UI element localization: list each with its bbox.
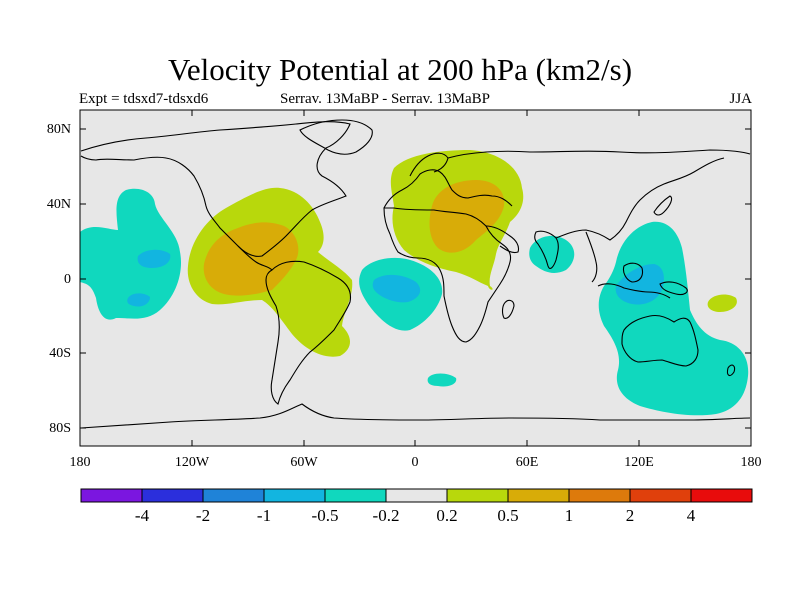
contour-positive-americas-core [203,222,299,296]
coastline-east-asia [555,157,725,241]
colorbar-label: 2 [625,506,635,525]
contour-negative-pacific-core [137,249,171,268]
contour-positive-south-pacific [707,294,737,312]
colorbar-label: 4 [686,506,696,525]
map-field [80,119,751,429]
coastline-borneo [622,262,644,283]
coastline-new-guinea [659,281,688,296]
colorbar-swatch [568,488,631,503]
coastline-africa [383,207,512,343]
colorbar-label: 1 [564,506,574,525]
x-tick-label: 120E [624,455,654,470]
colorbar-swatch [263,488,326,503]
coastline-antarctica [80,403,751,429]
colorbar-swatch [507,488,570,503]
x-tick-label: 0 [411,455,419,470]
experiment-label: Expt = tdsxd7-tdsxd6 [79,91,209,107]
axis-ticks [80,110,751,446]
colorbar-swatch [141,488,204,503]
colorbar [80,488,753,503]
period-label: Serrav. 13MaBP - Serrav. 13MaBP [280,91,490,107]
colorbar-label: -2 [195,506,211,525]
coastline-indochina [585,231,598,283]
y-tick-label: 40S [49,346,71,361]
coastline-south-america [265,260,352,405]
colorbar-swatch [690,488,753,503]
coastline-indonesia [597,283,671,299]
y-tick-label: 40N [46,197,71,212]
coastline-madagascar [501,299,515,319]
coastline-india [534,230,559,269]
colorbar-swatch [629,488,692,503]
coastline-greenland [299,119,373,155]
colorbar-label: -4 [134,506,150,525]
colorbar-label: -0.5 [311,506,339,525]
coastline-japan [653,195,673,216]
coastline-australia [621,314,699,367]
colorbar-label: 0.2 [436,506,458,525]
contour-positive-eurasia-core [429,180,505,253]
colorbar-swatch [385,488,448,503]
y-tick-label: 0 [64,272,71,287]
contour-negative-arabian-sea [529,235,575,273]
coastline-new-zealand [726,364,736,377]
y-tick-label: 80N [46,122,71,137]
colorbar-swatch [202,488,265,503]
colorbar-label: -0.2 [372,506,400,525]
colorbar-swatch [80,488,143,503]
colorbar-swatch [446,488,509,503]
season-label: JJA [729,91,752,107]
colorbar-label: 0.5 [497,506,519,525]
x-tick-label: 180 [69,455,91,470]
coastline-europe [383,169,513,209]
contour-negative-south-atlantic [427,373,457,387]
coastline-eurasia-north [447,149,751,159]
coastline-central-america [237,245,273,271]
contour-negative-pacific-core-2 [127,293,150,307]
coastlines [80,119,751,429]
colorbar-swatch [324,488,387,503]
map-title: Velocity Potential at 200 hPa (km2/s) [167,52,633,87]
y-tick-label: 80S [49,421,71,436]
coastline-scandinavia [409,152,449,177]
colorbar-label: -1 [256,506,272,525]
x-tick-label: 120W [174,455,210,470]
coastline-arabia [485,225,520,254]
x-tick-label: 180 [740,455,762,470]
contour-negative-pacific [80,188,182,320]
contour-negative-maritime-core [615,264,664,305]
x-tick-label: 60W [290,455,318,470]
contour-negative-atlantic-core [372,274,421,303]
coastline-north-america [80,121,351,257]
x-tick-label: 60E [515,455,539,470]
